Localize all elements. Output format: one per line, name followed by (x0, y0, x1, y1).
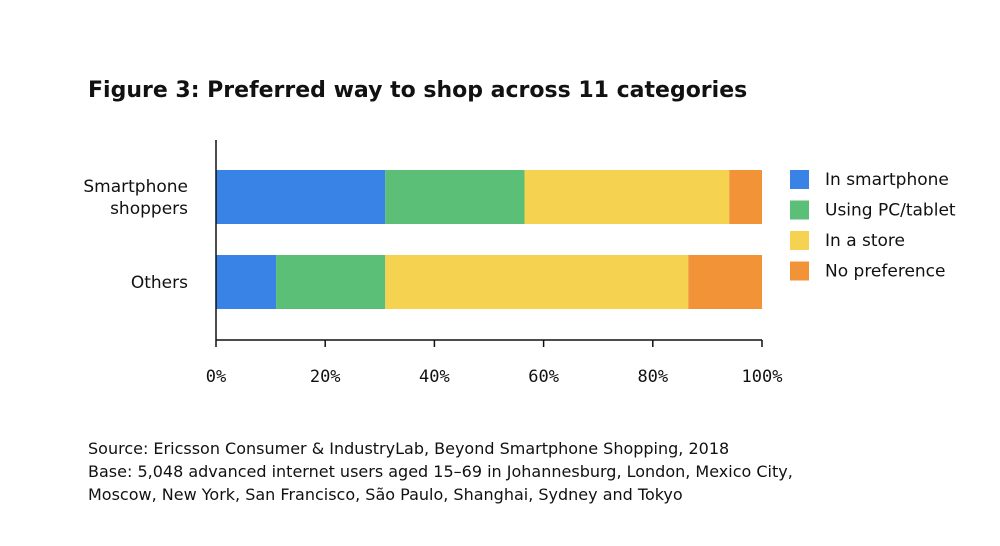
x-tick-label: 40% (419, 367, 450, 387)
x-tick-label: 0% (206, 367, 226, 387)
bars-group (216, 170, 762, 309)
category-labels: Smartphone shoppers Others (83, 177, 188, 293)
bar-no-preference-0 (729, 170, 762, 224)
legend-label: Using PC/tablet (825, 201, 956, 221)
bar-no-preference-1 (688, 255, 762, 309)
source-note: Source: Ericsson Consumer & IndustryLab,… (88, 437, 793, 506)
base-line: Base: 5,048 advanced internet users aged… (88, 462, 793, 481)
legend-swatch (790, 170, 809, 189)
bar-in-smartphone-1 (216, 255, 277, 309)
bar-in-a-store-0 (524, 170, 730, 224)
category-label: Smartphone shoppers (83, 177, 188, 219)
legend-swatch (790, 200, 809, 220)
legend-label: In smartphone (825, 170, 949, 190)
legend-label: In a store (825, 231, 905, 251)
bar-using-pc-tablet-0 (385, 170, 525, 224)
x-tick-label: 60% (528, 367, 559, 387)
x-tick-labels: 0% 20% 40% 60% 80% 100% (206, 367, 783, 387)
axes-group (215, 140, 763, 347)
bar-in-a-store-1 (385, 255, 689, 309)
legend-label: No preference (825, 262, 946, 282)
chart-title: Figure 3: Preferred way to shop across 1… (88, 78, 748, 103)
bar-in-smartphone-0 (216, 170, 386, 224)
x-tick-label: 80% (637, 367, 668, 387)
base-line-continued: Moscow, New York, San Francisco, São Pau… (88, 485, 683, 504)
legend: In smartphone Using PC/tablet In a store No… (790, 170, 956, 282)
bar-using-pc-tablet-1 (276, 255, 386, 309)
legend-swatch (790, 231, 809, 250)
source-line: Source: Ericsson Consumer & IndustryLab,… (88, 439, 730, 458)
x-tick-label: 20% (310, 367, 341, 387)
legend-swatch (790, 261, 809, 281)
category-label: Others (131, 273, 188, 293)
x-tick-label: 100% (742, 367, 783, 387)
